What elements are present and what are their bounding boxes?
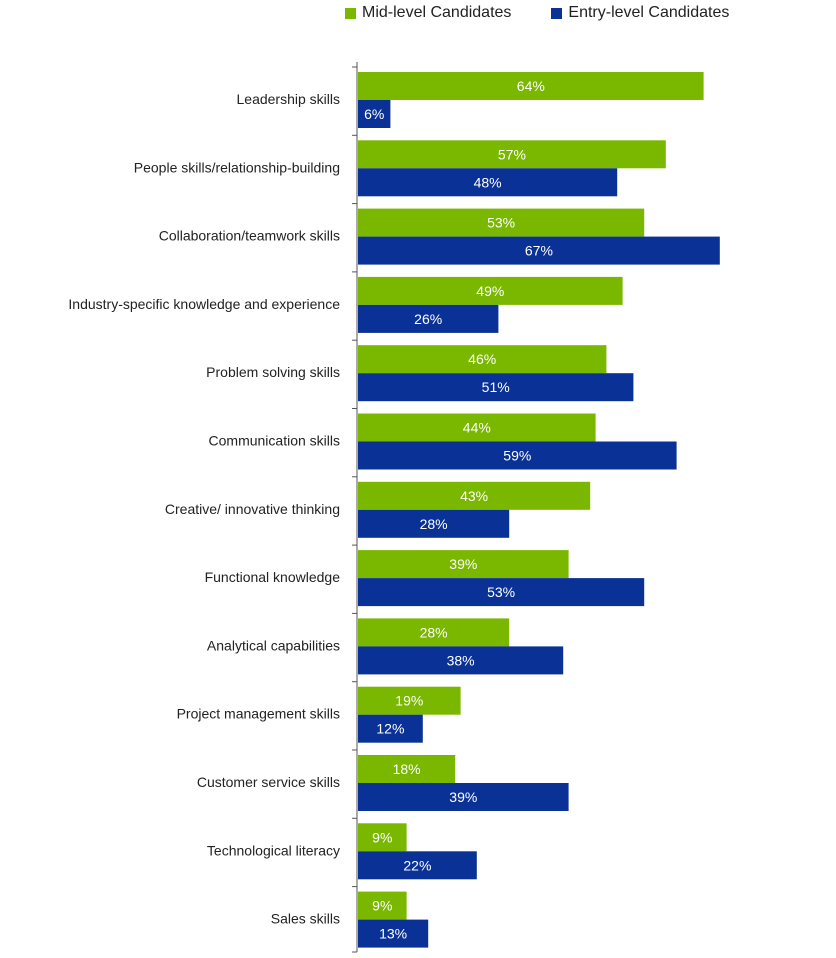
category-label: Analytical capabilities [207, 637, 340, 653]
data-label: 59% [503, 448, 531, 464]
category-label: Technological literacy [207, 842, 340, 858]
data-label: 39% [449, 789, 477, 805]
data-label: 22% [403, 857, 431, 873]
category-label: Functional knowledge [205, 569, 341, 585]
bar-mid-level [358, 823, 407, 852]
bar-entry-level [358, 373, 634, 402]
legend: Mid-level Candidates Entry-level Candida… [345, 4, 769, 22]
bar-entry-level [358, 441, 677, 470]
data-label: 12% [376, 721, 404, 737]
legend-swatch-entry-level [551, 7, 563, 19]
category-label: People skills/relationship-building [134, 159, 340, 175]
data-label: 39% [449, 556, 477, 572]
bar-mid-level [358, 481, 591, 510]
data-label: 46% [468, 351, 496, 367]
bar-mid-level [358, 686, 461, 715]
bar-entry-level [358, 646, 564, 675]
legend-label-mid-level: Mid-level Candidates [362, 4, 512, 21]
bar-mid-level [358, 755, 456, 783]
bar-entry-level [358, 304, 499, 333]
bar-entry-level [358, 100, 391, 128]
bar-entry-level [358, 509, 510, 538]
data-label: 64% [517, 78, 545, 94]
bar-mid-level [358, 140, 666, 169]
category-label: Problem solving skills [206, 364, 340, 380]
category-label: Collaboration/teamwork skills [159, 228, 340, 244]
legend-label-entry-level: Entry-level Candidates [568, 4, 730, 21]
category-label: Communication skills [209, 433, 340, 449]
data-label: 49% [476, 283, 504, 299]
bar-mid-level [358, 550, 569, 579]
category-label: Industry-specific knowledge and experien… [68, 296, 340, 312]
legend-item-mid-level: Mid-level Candidates [345, 4, 511, 22]
data-label: 51% [482, 379, 510, 395]
bar-entry-level [358, 236, 720, 265]
data-label: 9% [372, 898, 392, 914]
category-label: Creative/ innovative thinking [165, 501, 340, 517]
bar-entry-level [358, 168, 618, 197]
data-label: 53% [487, 215, 515, 231]
data-label: 38% [447, 652, 475, 668]
bar-mid-level [358, 276, 623, 305]
data-label: 57% [498, 146, 526, 162]
bar-mid-level [358, 891, 407, 920]
bar-mid-level [358, 72, 704, 100]
bar-entry-level [358, 919, 429, 948]
data-label: 28% [420, 516, 448, 532]
data-label: 53% [487, 584, 515, 600]
category-label: Project management skills [177, 706, 340, 722]
bar-entry-level [358, 578, 645, 607]
bar-mid-level [358, 618, 510, 647]
bar-entry-level [358, 851, 477, 880]
bar-mid-level [358, 208, 645, 237]
category-label: Sales skills [271, 911, 340, 927]
bar-mid-level [358, 345, 607, 374]
data-label: 26% [414, 311, 442, 327]
data-label: 48% [474, 174, 502, 190]
category-label: Customer service skills [197, 774, 340, 790]
legend-item-entry-level: Entry-level Candidates [551, 4, 729, 22]
data-label: 28% [420, 624, 448, 640]
data-label: 43% [460, 488, 488, 504]
data-label: 6% [364, 106, 384, 122]
data-label: 19% [395, 693, 423, 709]
data-label: 13% [379, 926, 407, 942]
bar-entry-level [358, 783, 569, 811]
bar-mid-level [358, 413, 596, 442]
data-label: 44% [463, 420, 491, 436]
category-label: Leadership skills [237, 91, 341, 107]
bar-entry-level [358, 714, 423, 743]
data-label: 67% [525, 243, 553, 259]
data-label: 9% [372, 829, 392, 845]
data-label: 18% [393, 761, 421, 777]
legend-swatch-mid-level [345, 7, 356, 19]
